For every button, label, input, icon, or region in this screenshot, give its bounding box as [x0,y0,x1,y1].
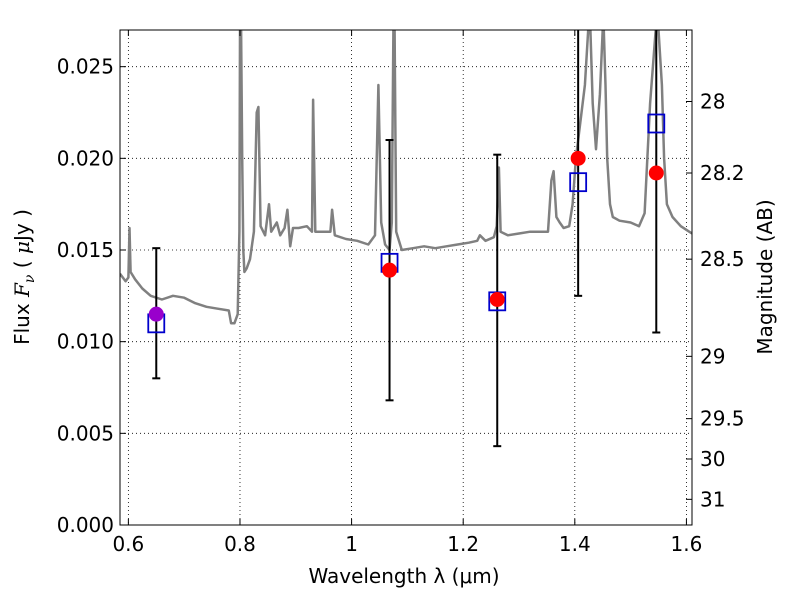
x-tick-label: 1.6 [671,532,703,556]
spectrum-layer [120,30,692,325]
model-points [147,113,666,334]
observed-point [148,306,164,322]
y-tick-label: 0.005 [57,421,114,445]
y2-tick-label: 28 [700,90,725,114]
x-tick-label: 0.8 [224,532,256,556]
model-square [647,113,666,134]
plot-frame [119,29,693,526]
y-tick-label: 0.000 [57,513,114,537]
y2-tick-label: 28.2 [700,161,745,185]
observed-point [489,292,505,307]
x-tick-label: 1 [345,532,358,556]
observed-point [382,262,398,278]
ticks [120,30,692,526]
y2-tick-label: 29.5 [700,407,745,431]
x-tick-label: 1.4 [559,532,591,556]
y-tick-label: 0.010 [57,330,114,354]
observed-point [570,150,586,166]
y-axis-title: Flux Fν ( μJy ) [10,209,38,345]
model-square [569,172,588,193]
y2-axis-title: Magnitude (AB) [753,199,777,354]
y2-tick-label: 29 [700,344,725,368]
y2-tick-label: 28.5 [700,247,745,271]
tick-labels: 0.6 0.8 1 1.2 1.4 1.6 0.000 0.005 0.010 0.015 0.02… [57,55,745,556]
observed-points [148,150,664,322]
y-tick-label: 0.025 [57,55,114,79]
y2-tick-label: 31 [700,487,725,511]
y-tick-label: 0.015 [57,238,114,262]
x-tick-label: 1.2 [447,532,479,556]
spectrum-line [120,30,692,325]
x-tick-label: 0.6 [112,532,144,556]
y2-tick-label: 30 [700,447,725,471]
x-axis-title: Wavelength λ (μm) [308,564,499,588]
observed-point [648,165,664,181]
y-tick-label: 0.020 [57,146,114,170]
